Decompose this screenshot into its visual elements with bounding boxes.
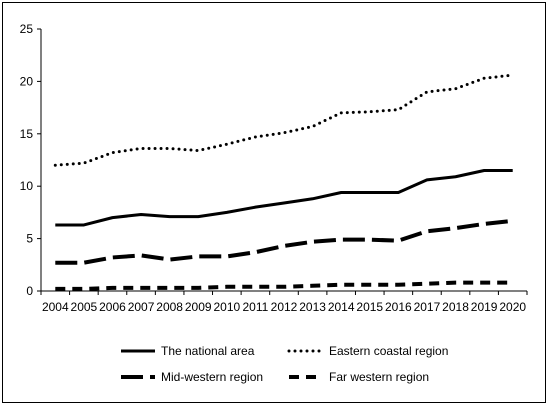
series-line-1 xyxy=(55,168,513,227)
x-tick-label: 2012 xyxy=(271,300,298,314)
y-tick-label: 20 xyxy=(20,74,34,88)
y-tick-label: 10 xyxy=(20,179,34,193)
x-tick-label: 2013 xyxy=(299,300,326,314)
x-tick-label: 2017 xyxy=(414,300,441,314)
y-tick-label: 15 xyxy=(20,127,34,141)
y-tick-label: 5 xyxy=(26,232,33,246)
series-line-2 xyxy=(53,73,515,167)
x-tick-label: 2008 xyxy=(156,300,183,314)
x-tick-label: 2004 xyxy=(42,300,69,314)
series-line-4 xyxy=(55,280,513,291)
x-tick-label: 2010 xyxy=(213,300,240,314)
chart-frame: 0 5 10 15 20 25 2004 2005 2006 2007 2008 2009 2010 2… xyxy=(2,2,546,403)
x-tick-label: 2020 xyxy=(499,300,526,314)
x-tick-label: 2011 xyxy=(243,300,269,314)
y-tick-label: 0 xyxy=(26,284,33,298)
x-tick-label: 2016 xyxy=(385,300,412,314)
legend-label-4: Far western region xyxy=(329,370,429,384)
x-tick-label: 2018 xyxy=(442,300,469,314)
x-tick-label: 2005 xyxy=(71,300,98,314)
legend-label-1: The national area xyxy=(161,344,255,358)
x-tick-label: 2019 xyxy=(471,300,498,314)
y-tick-label: 25 xyxy=(20,22,34,36)
legend-label-3: Mid-western region xyxy=(161,370,263,384)
x-tick-label: 2015 xyxy=(356,300,383,314)
series-line-3 xyxy=(55,218,513,265)
x-tick-label: 2014 xyxy=(328,300,355,314)
x-tick-label: 2006 xyxy=(99,300,126,314)
x-tick-label: 2007 xyxy=(128,300,155,314)
legend-label-2: Eastern coastal region xyxy=(329,344,448,358)
x-tick-label: 2009 xyxy=(185,300,212,314)
